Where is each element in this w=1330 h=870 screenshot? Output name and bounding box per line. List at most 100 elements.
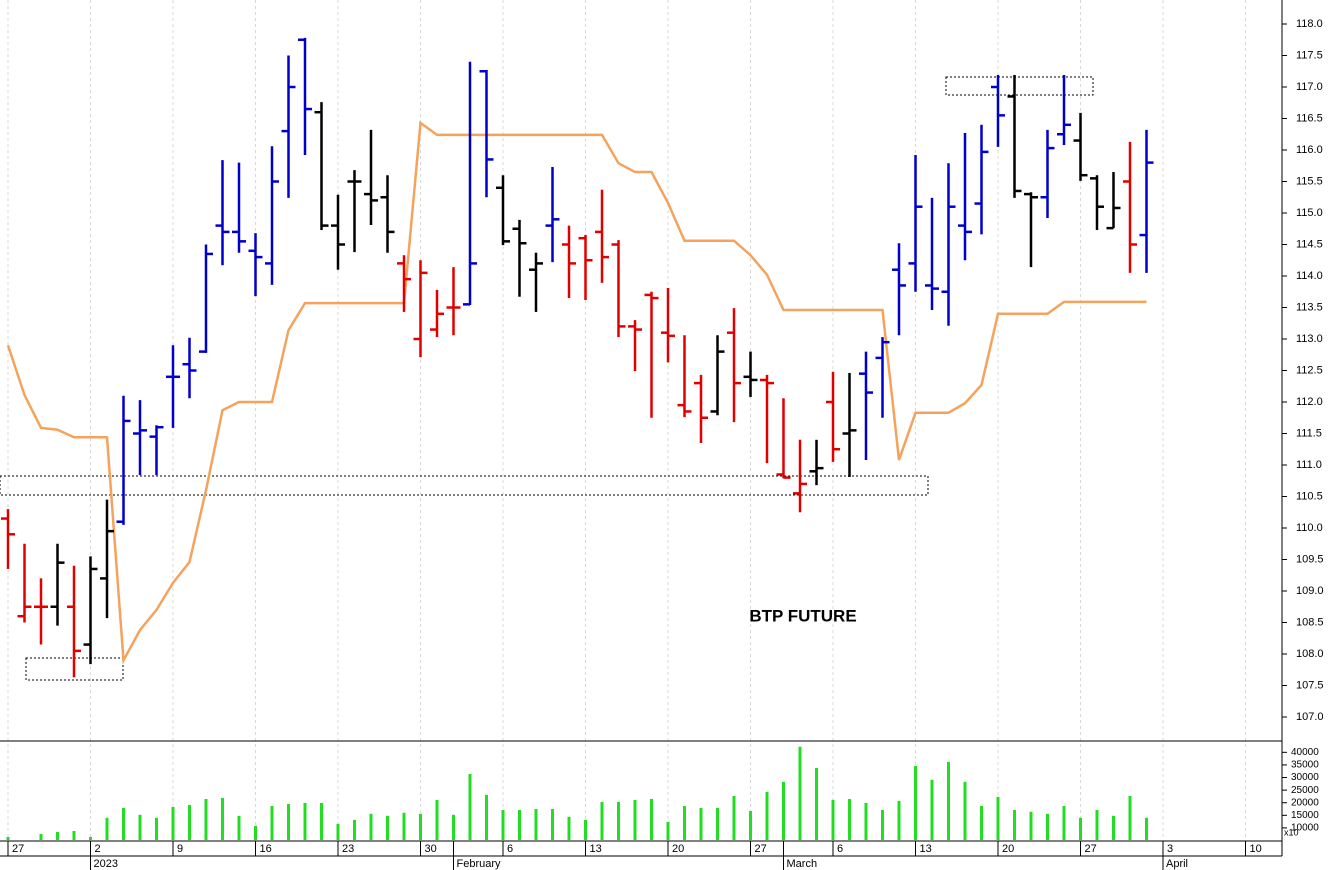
- volume-bar: [683, 805, 686, 840]
- volume-note: x10: [1284, 827, 1299, 837]
- volume-bar: [1112, 815, 1115, 840]
- volume-bar: [782, 781, 785, 840]
- grid-layer: [7, 0, 1246, 840]
- volume-bar: [468, 773, 472, 840]
- volume-bar: [188, 804, 191, 840]
- volume-bar: [237, 815, 241, 840]
- y-tick-label: 111.0: [1296, 459, 1322, 471]
- volume-bar: [1095, 810, 1099, 840]
- volume-bar: [534, 809, 538, 840]
- volume-bar: [1029, 811, 1033, 840]
- x-tick-label: 13: [920, 843, 932, 855]
- volume-bar: [320, 802, 323, 840]
- y-tick-label: 111.5: [1296, 427, 1322, 439]
- x-tick-label: 20: [1002, 843, 1014, 855]
- volume-bar: [435, 799, 439, 840]
- volume-bar: [765, 791, 769, 840]
- volume-bar: [254, 825, 257, 840]
- volume-bar: [402, 812, 406, 840]
- y-tick-label: 107.5: [1296, 679, 1324, 691]
- volume-bar: [270, 805, 274, 840]
- volume-bar: [138, 814, 142, 840]
- chart-title: BTP FUTURE: [749, 606, 856, 625]
- volume-bar: [798, 746, 802, 840]
- volume-bar: [1013, 810, 1016, 840]
- high-box: [945, 76, 1094, 96]
- volume-bar: [336, 823, 340, 840]
- month-label: 2023: [94, 858, 118, 870]
- volume-bar: [1062, 805, 1066, 840]
- volume-tick-label: 40000: [1291, 747, 1319, 758]
- volume-bar: [501, 810, 505, 840]
- volume-bar: [105, 817, 109, 840]
- y-tick-label: 108.5: [1296, 616, 1324, 628]
- y-tick-label: 114.0: [1296, 270, 1323, 282]
- y-tick-label: 115.0: [1296, 207, 1323, 219]
- volume-bar: [56, 831, 59, 840]
- y-tick-label: 109.0: [1296, 585, 1324, 597]
- volume-bar: [39, 833, 43, 840]
- volume-bar: [551, 809, 554, 840]
- x-tick-label: 23: [342, 843, 354, 855]
- month-label: March: [787, 858, 818, 870]
- volume-bar: [485, 794, 488, 840]
- volume-bar: [518, 810, 521, 840]
- x-tick-label: 27: [12, 843, 24, 855]
- volume-bar: [155, 817, 158, 840]
- volume-bar: [6, 836, 10, 840]
- y-tick-label: 116.5: [1296, 112, 1323, 124]
- y-tick-label: 107.0: [1296, 711, 1324, 723]
- volume-tick-label: 20000: [1291, 797, 1319, 808]
- y-tick-label: 117.5: [1296, 49, 1323, 61]
- volume-bar: [633, 799, 637, 840]
- volume-bar: [122, 808, 125, 840]
- volume-tick-label: 35000: [1291, 760, 1319, 771]
- y-tick-label: 116.0: [1296, 144, 1323, 156]
- volume-bar: [881, 810, 884, 840]
- volume-bar: [419, 813, 422, 840]
- volume-bar: [72, 830, 76, 840]
- x-tick-label: 16: [260, 843, 272, 855]
- y-tick-label: 113.0: [1296, 333, 1323, 345]
- x-tick-label: 13: [590, 843, 602, 855]
- month-label: April: [1166, 858, 1188, 870]
- volume-tick-label: 15000: [1291, 810, 1319, 821]
- volume-bar: [1046, 813, 1049, 840]
- x-tick-label: 27: [1085, 843, 1097, 855]
- y-tick-label: 109.5: [1296, 553, 1324, 565]
- volume-bar: [353, 819, 356, 840]
- volume-bar: [369, 813, 373, 840]
- y-tick-label: 112.5: [1296, 364, 1323, 376]
- volume-tick-label: 25000: [1291, 785, 1319, 796]
- volume-bar: [930, 779, 934, 840]
- volume-bar: [848, 798, 851, 840]
- volume-bar: [732, 795, 736, 840]
- x-tick-label: 6: [507, 843, 513, 855]
- month-label: February: [457, 858, 502, 870]
- volume-bar: [617, 801, 620, 840]
- volume-bar: [914, 765, 917, 840]
- x-tick-label: 6: [837, 843, 843, 855]
- volume-bar: [287, 803, 290, 840]
- volume-bar: [815, 767, 818, 840]
- volume-bar: [749, 811, 752, 840]
- x-tick-label: 3: [1167, 843, 1173, 855]
- volume-bar: [699, 808, 703, 840]
- volume-bar: [1145, 817, 1148, 840]
- volume-bar: [980, 805, 983, 840]
- volume-bar: [303, 802, 307, 840]
- x-tick-label: 10: [1250, 843, 1262, 855]
- y-tick-label: 117.0: [1296, 81, 1323, 93]
- volume-bar: [716, 808, 719, 840]
- volume-bar: [600, 801, 604, 840]
- y-tick-label: 115.5: [1296, 175, 1323, 187]
- volume-bar: [221, 797, 224, 840]
- x-tick-label: 30: [425, 843, 437, 855]
- overlay-line: [6, 120, 1147, 665]
- volume-bar: [666, 821, 670, 840]
- volume-bar: [452, 814, 455, 840]
- volume-bar: [864, 802, 868, 840]
- x-tick-label: 20: [672, 843, 684, 855]
- volume-bar: [89, 836, 92, 840]
